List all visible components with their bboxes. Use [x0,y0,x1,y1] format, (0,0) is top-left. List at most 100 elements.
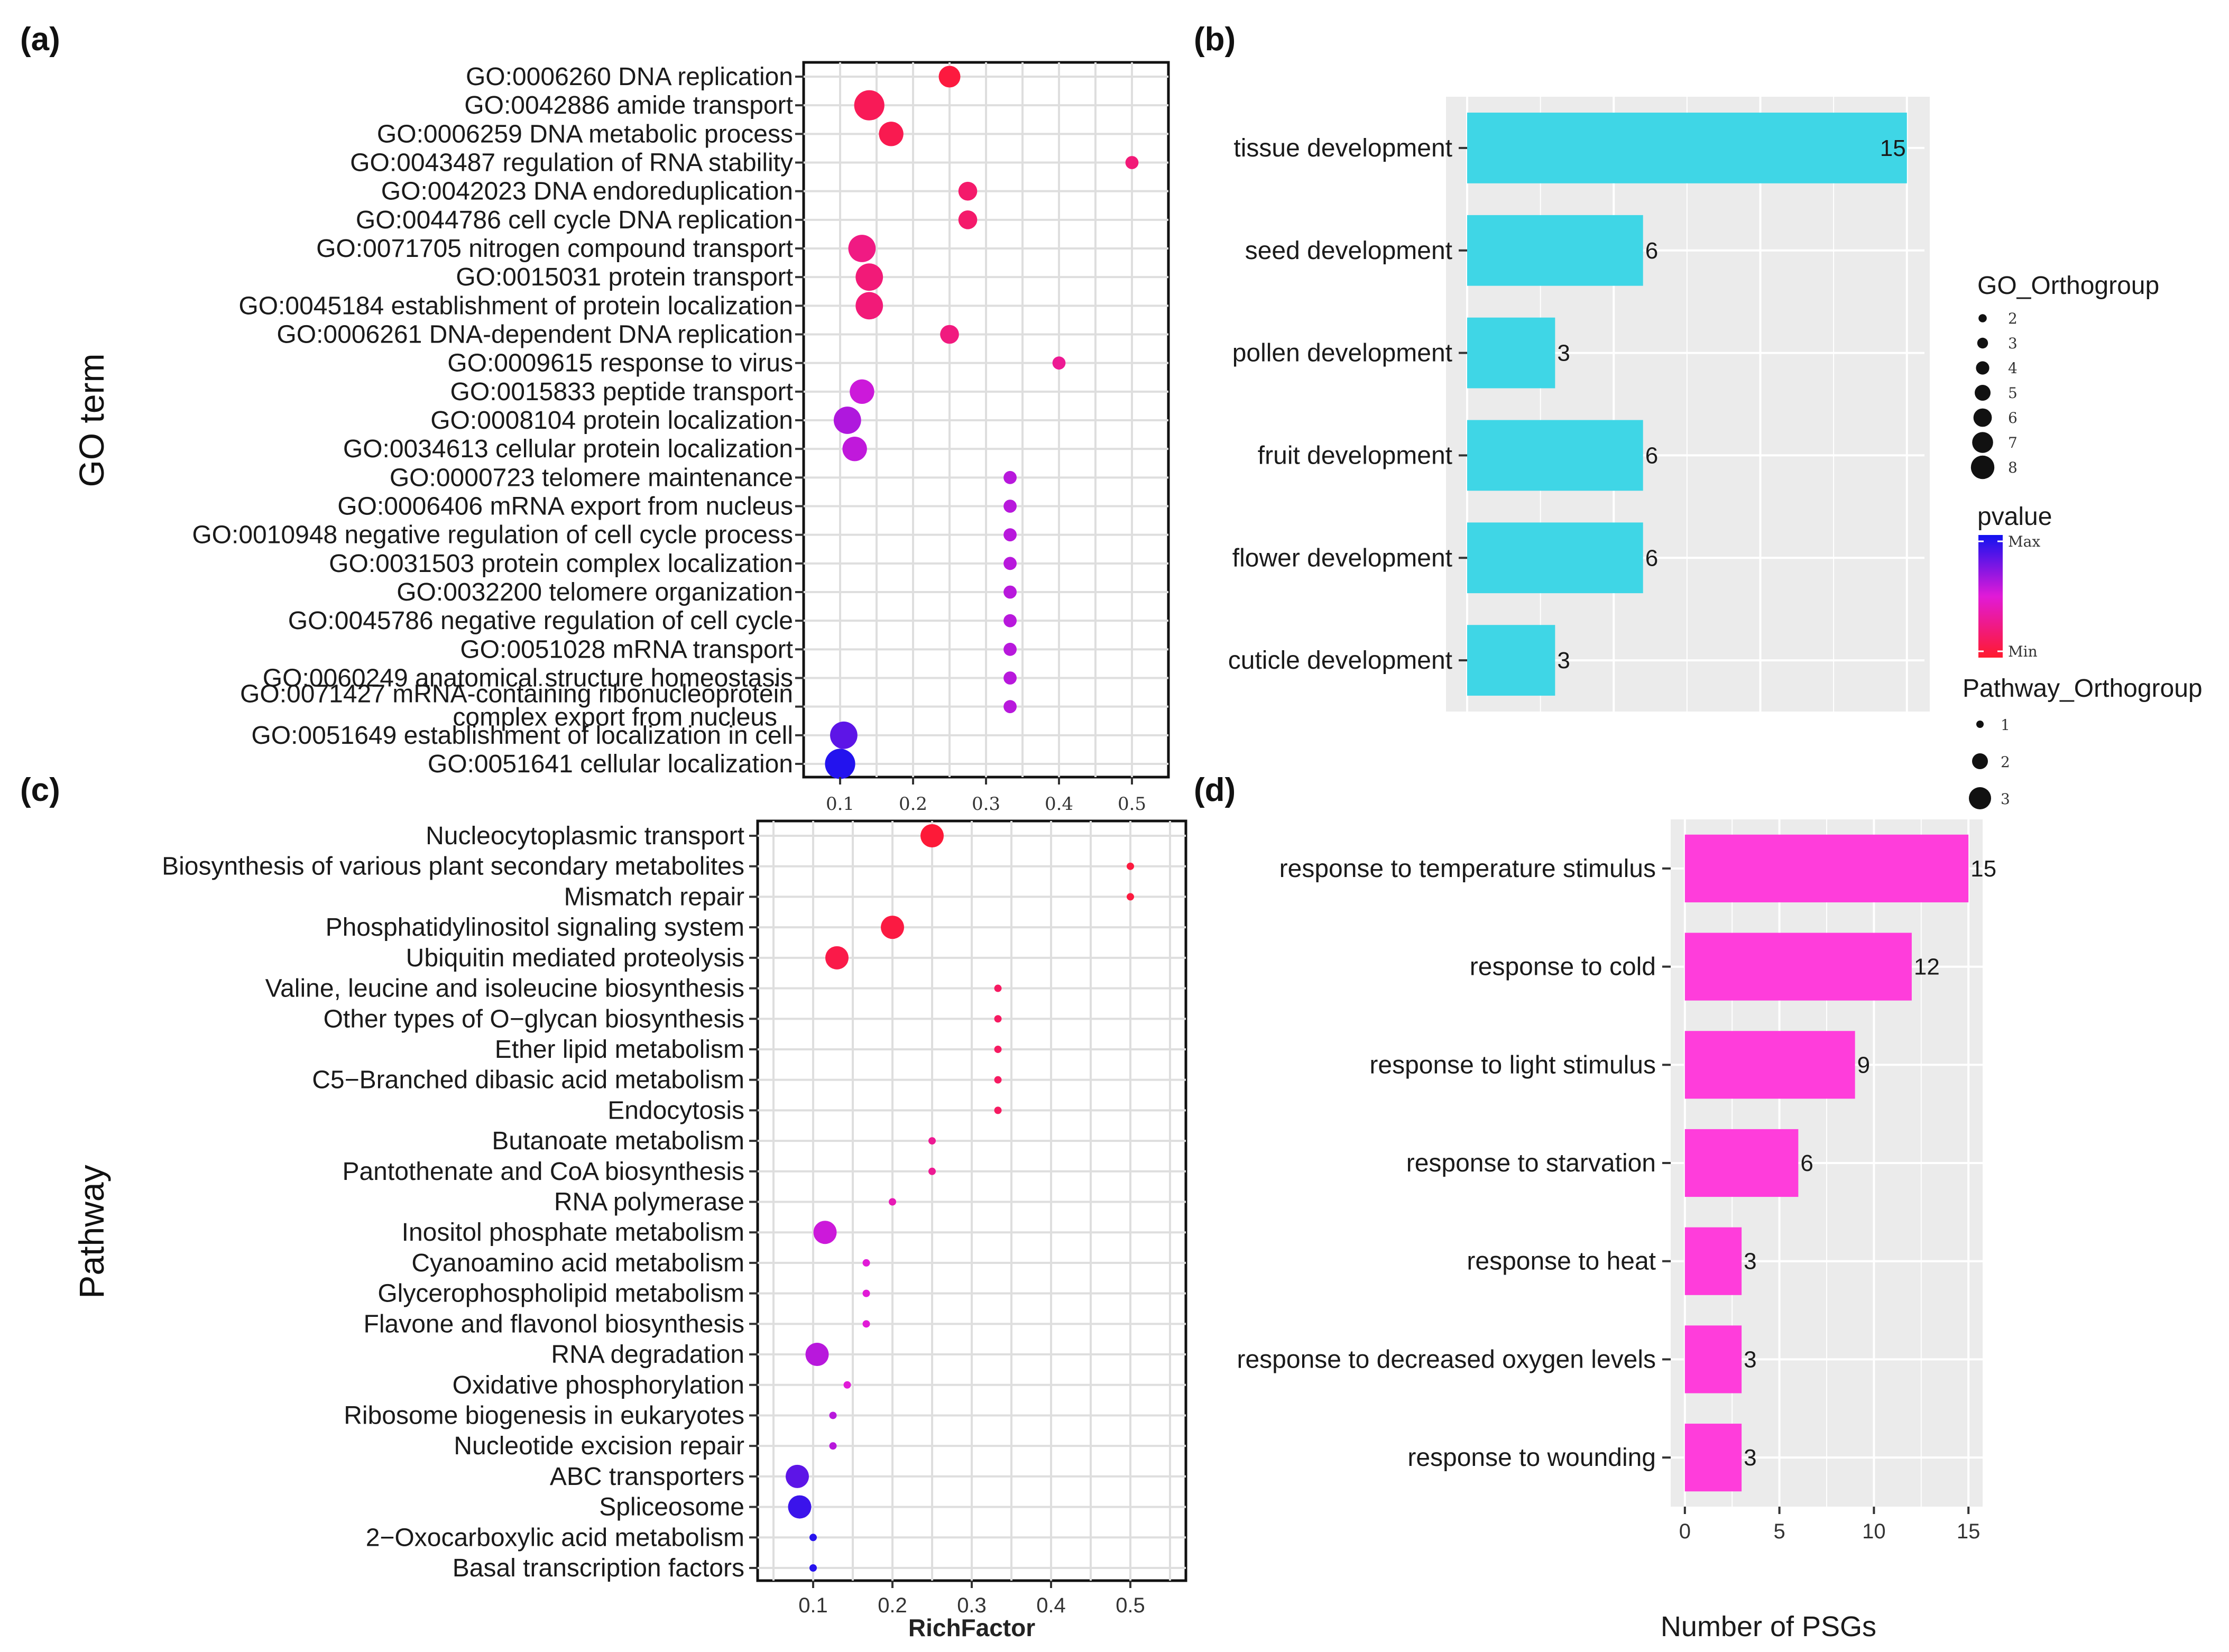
data-point [1003,671,1017,685]
data-point [1003,557,1017,570]
x-axis-title: Number of PSGs [1661,1611,1876,1642]
term-label: Butanoate metabolism [492,1127,744,1155]
bar [1684,933,1912,1001]
response-barchart: 15 12 9 6 3 3 3 response to temperature stimul… [1237,819,1996,1642]
data-point [938,66,961,88]
category-label: pollen development [1232,339,1452,367]
term-label: GO:0042886 amide transport [464,91,793,119]
term-label: ABC transporters [550,1463,744,1491]
size-legend-dot [1970,455,1995,479]
data-point [813,1221,837,1244]
term-label: GO:0044786 cell cycle DNA replication [356,206,793,234]
bar [1467,420,1643,491]
category-label: response to starvation [1406,1149,1656,1177]
bar-value-label: 3 [1744,1346,1756,1372]
data-points [825,66,1139,779]
category-label: response to decreased oxygen levels [1237,1345,1656,1373]
term-labels: Nucleocytoplasmic transport Biosynthesis … [162,822,758,1582]
legends: GO_Orthogroup 2 3 4 5 6 7 8 pvalue Max Min Pat… [1963,272,2203,809]
size-legend-dot [1976,721,1984,728]
data-point [848,235,876,262]
data-point [862,1259,870,1267]
bars: 15 6 3 6 6 3 [1467,113,1907,696]
term-label: Flavone and flavonol biosynthesis [364,1310,744,1338]
data-point [994,1045,1002,1053]
data-point [855,292,883,320]
bar [1684,1031,1855,1099]
term-label: Pantothenate and CoA biosynthesis [342,1158,744,1186]
data-point [994,1106,1002,1114]
x-axis-title: RichFactor [908,1614,1035,1641]
panel-label-a: (a) [20,21,60,58]
size-legend-label: 6 [2008,409,2018,427]
term-label: GO:0045786 negative regulation of cell c… [288,607,793,635]
data-point [825,946,849,970]
term-label: GO:0006261 DNA-dependent DNA replication [277,321,793,349]
data-point [825,749,855,779]
data-point [829,1442,837,1450]
x-tick-label: 15 [1957,1520,1981,1543]
bar [1684,1325,1742,1393]
pvalue-colorbar [1978,535,2003,658]
bar-value-label: 6 [1645,238,1658,264]
term-label: GO:0045184 establishment of protein loca… [238,292,793,320]
data-point [805,1343,829,1367]
size-legend-dot [1972,432,1993,453]
data-point [940,325,959,344]
data-point [833,407,861,434]
category-label: response to cold [1470,953,1656,981]
x-tick-label: 10 [1862,1520,1886,1543]
term-label: Other types of O−glycan biosynthesis [324,1005,744,1033]
x-tick-label: 0 [1679,1520,1691,1543]
data-point [920,824,944,847]
go-size-legend-title: GO_Orthogroup [1977,272,2159,300]
category-labels: tissue development seed development pollen… [1228,134,1467,675]
y-axis-title: GO term [72,353,111,487]
term-label: Endocytosis [607,1096,744,1124]
term-label: GO:0009615 response to virus [447,349,793,377]
term-label: GO:0071427 mRNA-containing ribonucleopro… [240,680,793,732]
plot-background [1446,97,1930,712]
x-tick-label: 0.3 [972,793,1000,815]
x-tick-label: 0.1 [798,1594,828,1617]
term-label: Basal transcription factors [453,1554,744,1582]
term-label: GO:0015833 peptide transport [450,378,793,406]
data-point [928,1137,936,1145]
term-label: GO:0006260 DNA replication [466,63,793,91]
category-label: response to heat [1467,1248,1656,1276]
data-point [842,436,867,462]
data-point [1127,862,1134,870]
term-label: GO:0010948 negative regulation of cell c… [192,521,793,549]
category-label: response to temperature stimulus [1279,855,1656,883]
term-label: GO:0008104 protein localization [430,407,793,435]
data-point [862,1320,870,1328]
data-point [788,1495,812,1519]
pvalue-legend-title: pvalue [1977,503,2052,531]
term-label: GO:0032200 telomere organization [397,578,793,606]
term-label: Valine, leucine and isoleucine biosynthe… [265,975,744,1003]
term-label: Ether lipid metabolism [495,1036,744,1064]
data-point [1003,585,1017,599]
x-tick-label: 0.1 [826,793,854,815]
bar-value-label: 6 [1645,545,1658,571]
x-tick-label: 0.5 [1116,1594,1145,1617]
bar [1467,113,1907,183]
term-label: GO:0043487 regulation of RNA stability [350,149,793,177]
data-points [786,824,1134,1572]
bar-value-label: 12 [1914,954,1940,980]
term-label: RNA polymerase [554,1188,744,1216]
term-label: Ribosome biogenesis in eukaryotes [344,1401,744,1429]
data-point [830,721,858,749]
data-point [829,1411,837,1419]
term-label: Phosphatidylinositol signaling system [326,913,744,942]
data-point [1003,642,1017,656]
size-legend-label: 2 [2008,310,2018,327]
size-legend-label: 3 [2001,790,2010,808]
bar [1467,317,1555,389]
panel-label-d: (d) [1194,772,1236,808]
bar [1684,1129,1799,1197]
y-axis-title: Pathway [72,1165,111,1298]
data-point [958,210,978,229]
